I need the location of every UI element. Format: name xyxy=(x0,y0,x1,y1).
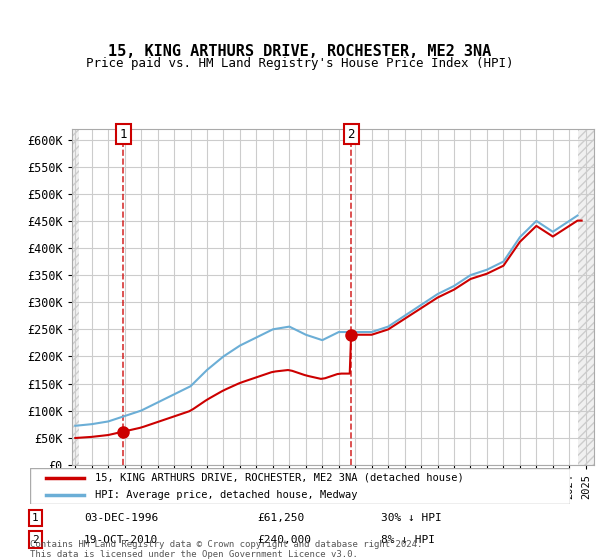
HPI: Average price, detached house, Medway: (2.02e+03, 3.6e+05): Average price, detached house, Medway: (… xyxy=(484,267,491,273)
HPI: Average price, detached house, Medway: (2.02e+03, 4.2e+05): Average price, detached house, Medway: (… xyxy=(516,234,523,241)
FancyBboxPatch shape xyxy=(30,468,570,504)
HPI: Average price, detached house, Medway: (2.02e+03, 4.6e+05): Average price, detached house, Medway: (… xyxy=(574,212,581,219)
HPI: Average price, detached house, Medway: (2e+03, 2.2e+05): Average price, detached house, Medway: (… xyxy=(236,342,244,349)
Text: 1: 1 xyxy=(32,513,39,523)
Text: 30% ↓ HPI: 30% ↓ HPI xyxy=(381,513,442,523)
HPI: Average price, detached house, Medway: (2.01e+03, 2.5e+05): Average price, detached house, Medway: (… xyxy=(269,326,277,333)
HPI: Average price, detached house, Medway: (2e+03, 1e+05): Average price, detached house, Medway: (… xyxy=(137,407,145,414)
Text: Contains HM Land Registry data © Crown copyright and database right 2024.
This d: Contains HM Land Registry data © Crown c… xyxy=(30,540,422,559)
HPI: Average price, detached house, Medway: (2.01e+03, 2.75e+05): Average price, detached house, Medway: (… xyxy=(401,312,408,319)
Text: 19-OCT-2010: 19-OCT-2010 xyxy=(84,535,158,544)
15, KING ARTHURS DRIVE, ROCHESTER, ME2 3NA (detached house) xyxy=(574,217,581,224)
Line: 15, KING ARTHURS DRIVE, ROCHESTER, ME2 3NA (detached house): 15, KING ARTHURS DRIVE, ROCHESTER, ME2 3… xyxy=(75,221,581,438)
Text: £240,000: £240,000 xyxy=(257,535,311,544)
Text: 15, KING ARTHURS DRIVE, ROCHESTER, ME2 3NA (detached house): 15, KING ARTHURS DRIVE, ROCHESTER, ME2 3… xyxy=(95,473,464,483)
Text: 8% ↓ HPI: 8% ↓ HPI xyxy=(381,535,435,544)
Text: 1: 1 xyxy=(119,128,127,141)
HPI: Average price, detached house, Medway: (2e+03, 1.45e+05): Average price, detached house, Medway: (… xyxy=(187,383,194,390)
HPI: Average price, detached house, Medway: (2e+03, 1.15e+05): Average price, detached house, Medway: (… xyxy=(154,399,161,406)
Line: HPI: Average price, detached house, Medway: HPI: Average price, detached house, Medw… xyxy=(75,216,578,426)
HPI: Average price, detached house, Medway: (2.02e+03, 4.5e+05): Average price, detached house, Medway: (… xyxy=(533,218,540,225)
HPI: Average price, detached house, Medway: (2.01e+03, 2.45e+05): Average price, detached house, Medway: (… xyxy=(368,329,375,335)
Text: HPI: Average price, detached house, Medway: HPI: Average price, detached house, Medw… xyxy=(95,490,358,500)
HPI: Average price, detached house, Medway: (2e+03, 7.5e+04): Average price, detached house, Medway: (… xyxy=(88,421,95,427)
Text: 2: 2 xyxy=(347,128,355,141)
HPI: Average price, detached house, Medway: (2.02e+03, 2.95e+05): Average price, detached house, Medway: (… xyxy=(418,302,425,309)
Text: £61,250: £61,250 xyxy=(257,513,304,523)
HPI: Average price, detached house, Medway: (1.99e+03, 7.2e+04): Average price, detached house, Medway: (… xyxy=(71,422,79,429)
15, KING ARTHURS DRIVE, ROCHESTER, ME2 3NA (detached house) xyxy=(545,231,553,237)
Text: 03-DEC-1996: 03-DEC-1996 xyxy=(84,513,158,523)
Text: 2: 2 xyxy=(32,535,39,544)
Text: Price paid vs. HM Land Registry's House Price Index (HPI): Price paid vs. HM Land Registry's House … xyxy=(86,57,514,70)
Bar xyxy=(67,113,79,465)
HPI: Average price, detached house, Medway: (2.01e+03, 2.45e+05): Average price, detached house, Medway: (… xyxy=(352,329,359,335)
15, KING ARTHURS DRIVE, ROCHESTER, ME2 3NA (detached house) xyxy=(578,217,585,224)
HPI: Average price, detached house, Medway: (2e+03, 1.75e+05): Average price, detached house, Medway: (… xyxy=(203,367,211,374)
15, KING ARTHURS DRIVE, ROCHESTER, ME2 3NA (detached house) xyxy=(190,405,197,412)
15, KING ARTHURS DRIVE, ROCHESTER, ME2 3NA (detached house) xyxy=(71,435,79,441)
HPI: Average price, detached house, Medway: (2e+03, 9e+04): Average price, detached house, Medway: (… xyxy=(121,413,128,419)
HPI: Average price, detached house, Medway: (2e+03, 2e+05): Average price, detached house, Medway: (… xyxy=(220,353,227,360)
Text: 15, KING ARTHURS DRIVE, ROCHESTER, ME2 3NA: 15, KING ARTHURS DRIVE, ROCHESTER, ME2 3… xyxy=(109,44,491,59)
15, KING ARTHURS DRIVE, ROCHESTER, ME2 3NA (detached house) xyxy=(508,250,515,257)
HPI: Average price, detached house, Medway: (2.02e+03, 3.5e+05): Average price, detached house, Medway: (… xyxy=(467,272,474,278)
HPI: Average price, detached house, Medway: (2.02e+03, 3.75e+05): Average price, detached house, Medway: (… xyxy=(500,258,507,265)
HPI: Average price, detached house, Medway: (2.01e+03, 2.55e+05): Average price, detached house, Medway: (… xyxy=(286,323,293,330)
HPI: Average price, detached house, Medway: (2e+03, 1.3e+05): Average price, detached house, Medway: (… xyxy=(170,391,178,398)
15, KING ARTHURS DRIVE, ROCHESTER, ME2 3NA (detached house) xyxy=(496,264,503,271)
Bar xyxy=(578,113,594,465)
HPI: Average price, detached house, Medway: (2.01e+03, 2.3e+05): Average price, detached house, Medway: (… xyxy=(319,337,326,343)
HPI: Average price, detached house, Medway: (2.02e+03, 4.3e+05): Average price, detached house, Medway: (… xyxy=(549,228,556,235)
HPI: Average price, detached house, Medway: (2.01e+03, 2.4e+05): Average price, detached house, Medway: (… xyxy=(302,332,310,338)
15, KING ARTHURS DRIVE, ROCHESTER, ME2 3NA (detached house) xyxy=(385,326,392,333)
15, KING ARTHURS DRIVE, ROCHESTER, ME2 3NA (detached house) xyxy=(202,397,209,404)
HPI: Average price, detached house, Medway: (2e+03, 2.35e+05): Average price, detached house, Medway: (… xyxy=(253,334,260,341)
HPI: Average price, detached house, Medway: (2e+03, 8e+04): Average price, detached house, Medway: (… xyxy=(104,418,112,425)
HPI: Average price, detached house, Medway: (2.01e+03, 2.45e+05): Average price, detached house, Medway: (… xyxy=(335,329,343,335)
HPI: Average price, detached house, Medway: (2.02e+03, 3.15e+05): Average price, detached house, Medway: (… xyxy=(434,291,441,297)
HPI: Average price, detached house, Medway: (2.01e+03, 2.55e+05): Average price, detached house, Medway: (… xyxy=(385,323,392,330)
HPI: Average price, detached house, Medway: (2.02e+03, 3.3e+05): Average price, detached house, Medway: (… xyxy=(451,283,458,290)
